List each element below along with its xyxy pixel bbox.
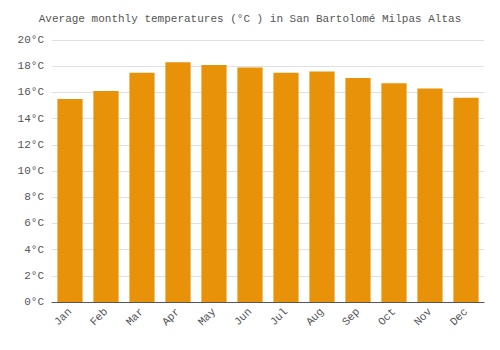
svg-text:Oct: Oct (376, 306, 398, 328)
svg-text:Sep: Sep (340, 306, 362, 328)
svg-text:2°C: 2°C (24, 270, 44, 282)
svg-text:Nov: Nov (412, 305, 435, 328)
svg-text:12°C: 12°C (18, 139, 45, 151)
svg-text:Aug: Aug (304, 306, 326, 328)
svg-text:Feb: Feb (88, 306, 110, 328)
svg-text:4°C: 4°C (24, 244, 44, 256)
svg-text:10°C: 10°C (18, 165, 45, 177)
svg-text:Apr: Apr (160, 306, 182, 328)
svg-text:Jul: Jul (268, 306, 290, 328)
svg-text:20°C: 20°C (18, 34, 45, 46)
svg-text:8°C: 8°C (24, 191, 44, 203)
svg-text:Dec: Dec (448, 306, 470, 328)
svg-text:May: May (196, 305, 219, 328)
svg-text:Average monthly temperatures (: Average monthly temperatures (°C ) in Sa… (39, 13, 461, 25)
svg-text:Jun: Jun (232, 306, 254, 328)
svg-text:Jan: Jan (52, 306, 74, 328)
svg-text:Mar: Mar (124, 306, 146, 328)
svg-text:18°C: 18°C (18, 60, 45, 72)
svg-text:14°C: 14°C (18, 113, 45, 125)
svg-text:16°C: 16°C (18, 86, 45, 98)
svg-text:0°C: 0°C (24, 296, 44, 308)
svg-text:6°C: 6°C (24, 217, 44, 229)
